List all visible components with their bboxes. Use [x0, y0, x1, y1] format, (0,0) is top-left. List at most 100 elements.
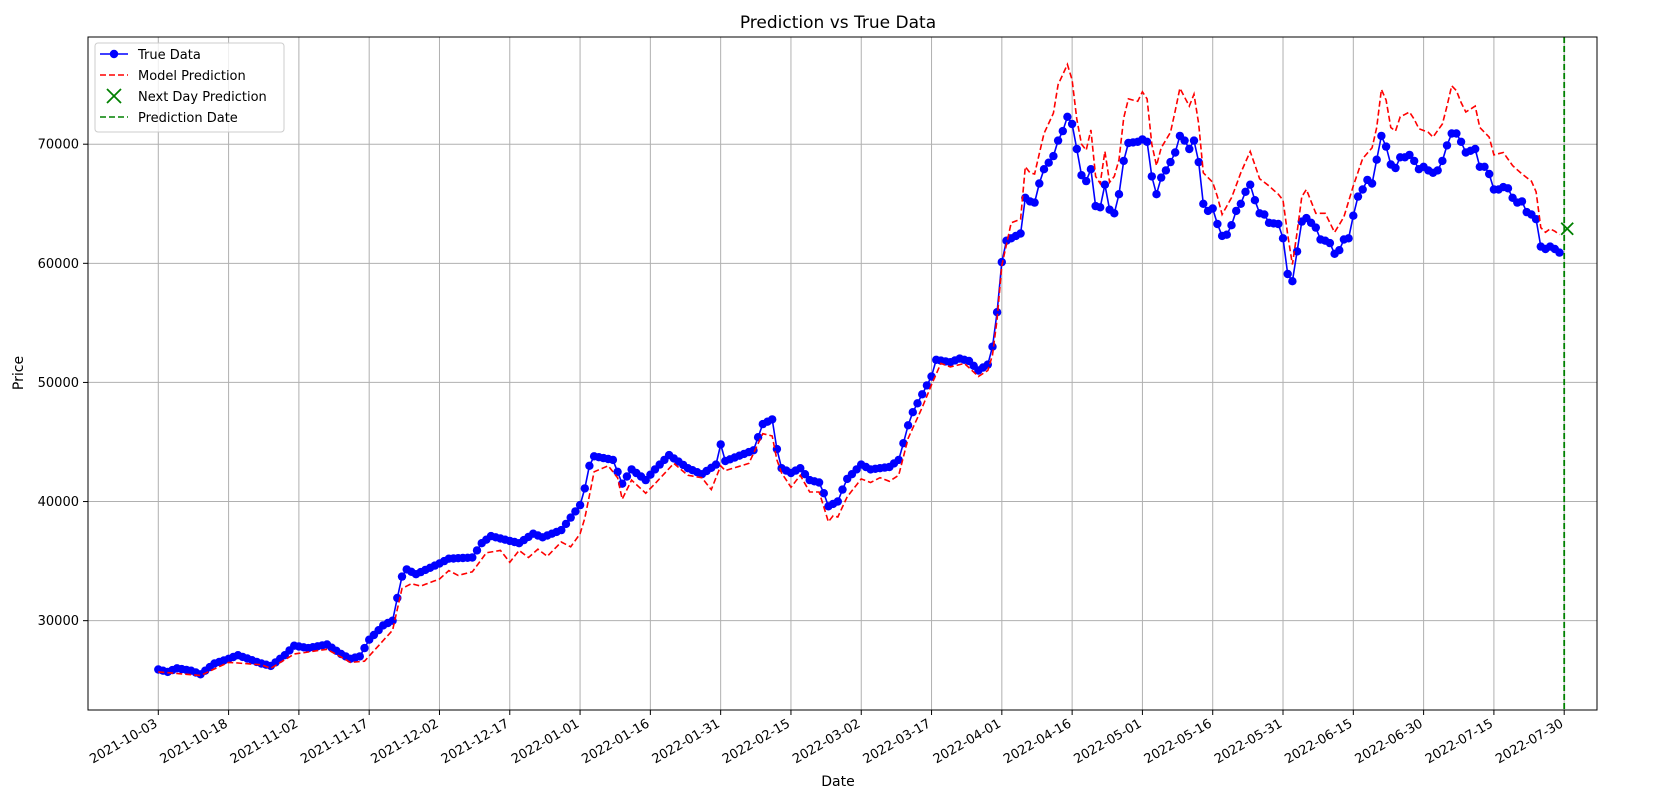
true-data-point [571, 507, 580, 516]
true-data-point [1260, 210, 1269, 219]
plot-area [154, 37, 1574, 710]
true-data-point [800, 470, 810, 479]
true-data-point [1503, 184, 1513, 193]
true-data-point [992, 308, 1002, 317]
true-data-point [1147, 172, 1157, 181]
legend-item: Prediction Date [100, 111, 238, 126]
legend-label: Model Prediction [138, 69, 246, 84]
true-data-point [716, 440, 725, 449]
true-data-point [1471, 144, 1480, 154]
legend: True Data Model Prediction Next Day Predic… [94, 42, 285, 133]
true-data-point [1185, 144, 1194, 154]
true-data-point [1480, 162, 1489, 171]
true-data-point [1278, 234, 1288, 243]
true-data-point [1311, 223, 1321, 232]
true-data-point [1171, 148, 1180, 157]
true-data-point [1161, 166, 1171, 175]
true-data-point [585, 461, 594, 470]
true-data-point [622, 472, 632, 481]
true-data-point [922, 381, 932, 390]
chart-title: Prediction vs True Data [740, 13, 936, 33]
true-data-point [1232, 206, 1241, 216]
true-data-point [1082, 176, 1091, 186]
true-data-point [1053, 136, 1063, 145]
true-data-point [1086, 165, 1096, 174]
true-data-point [561, 519, 571, 529]
true-data-point [1157, 173, 1166, 182]
true-data-point [1325, 238, 1335, 248]
legend-item: Next Day Prediction [106, 88, 267, 105]
true-data-point [566, 513, 575, 522]
legend-label: Next Day Prediction [138, 90, 267, 105]
true-data-point [472, 546, 482, 555]
next-day-prediction-marker [1560, 222, 1574, 236]
x-axis-label: Date [821, 774, 854, 790]
true-data-point [1456, 137, 1466, 146]
legend-label: Prediction Date [138, 111, 238, 126]
legend-label: True Data [137, 48, 201, 63]
true-data-point [908, 408, 917, 417]
true-data-point [1555, 248, 1564, 257]
legend-box [94, 42, 285, 133]
true-data-point [1367, 179, 1377, 188]
true-data-point [1485, 169, 1494, 179]
true-data-point [1100, 180, 1110, 189]
true-data-point [1067, 119, 1077, 129]
true-data-point [1096, 203, 1105, 212]
true-data-point [575, 500, 585, 510]
true-data-point [768, 415, 777, 424]
y-tick-label: 40000 [38, 495, 79, 510]
true-data-point [1381, 142, 1391, 151]
true-data-point [1072, 144, 1082, 154]
true-data-point [1372, 155, 1381, 164]
true-data-point [1063, 112, 1072, 122]
true-data-point [1250, 196, 1260, 205]
true-data-point [608, 455, 618, 465]
true-data-point [1236, 199, 1246, 208]
true-data-point [899, 439, 908, 448]
true-data-point [1044, 158, 1053, 167]
true-data-point [1349, 211, 1358, 220]
true-data-point [1035, 179, 1044, 188]
true-data-point [913, 399, 922, 408]
true-data-point [903, 421, 913, 430]
true-data-point [1213, 219, 1222, 229]
true-data-point [894, 455, 903, 465]
y-tick-label: 60000 [38, 257, 79, 272]
true-data-point [1438, 156, 1447, 166]
true-data-point [641, 475, 650, 485]
true-data-point [355, 652, 364, 661]
true-data-point [1180, 136, 1189, 145]
legend-item: True Data [100, 48, 201, 63]
true-data-point [1166, 157, 1175, 167]
true-data-point [1433, 166, 1442, 175]
true-data-point [1227, 221, 1236, 230]
true-data-point [1344, 234, 1353, 243]
true-data-point [1058, 126, 1068, 136]
true-data-point [1194, 157, 1203, 167]
y-tick-label: 30000 [38, 614, 79, 629]
true-data-point [1199, 199, 1208, 208]
true-data-point [1110, 209, 1119, 218]
true-data-point [796, 464, 805, 473]
true-data-point [838, 485, 847, 494]
true-data-point [1531, 215, 1541, 224]
true-data-point [1208, 204, 1217, 213]
true-data-point [1442, 141, 1452, 150]
y-axis: 30000 40000 50000 60000 70000 [38, 138, 88, 629]
true-data-point [360, 643, 369, 653]
true-data-point [397, 572, 407, 581]
true-data-point [1049, 151, 1058, 161]
true-data-point [1353, 192, 1363, 201]
true-data-point [833, 497, 842, 506]
true-data-point [1405, 150, 1414, 160]
y-axis-label: Price [11, 356, 27, 390]
true-data-point [1452, 129, 1461, 138]
true-data-point [1517, 197, 1527, 206]
true-data-point [1391, 163, 1400, 173]
true-data-point [1335, 246, 1344, 255]
true-data-point [1241, 187, 1250, 196]
true-data-point [1274, 219, 1283, 229]
true-data-point [557, 525, 566, 535]
true-data-point [580, 484, 589, 493]
